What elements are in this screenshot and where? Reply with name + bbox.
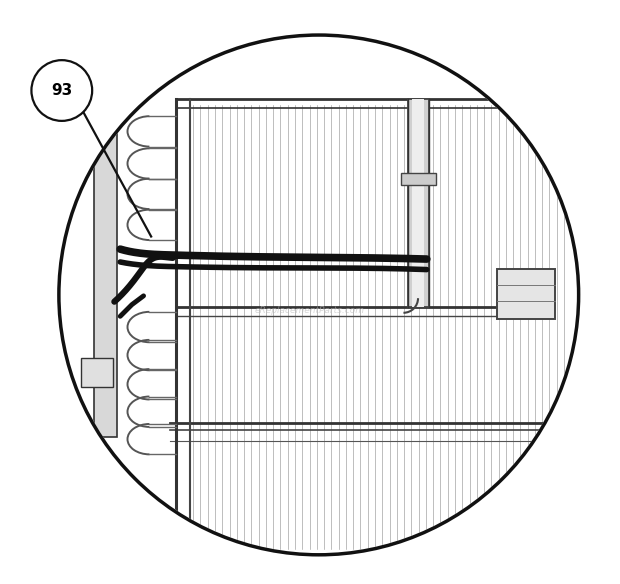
Circle shape xyxy=(32,60,92,121)
Bar xyxy=(412,99,424,307)
Text: 93: 93 xyxy=(51,83,73,98)
Circle shape xyxy=(59,35,578,555)
Bar xyxy=(401,173,436,186)
Bar xyxy=(81,359,113,387)
Text: eReplacementParts.com: eReplacementParts.com xyxy=(255,306,365,315)
Bar xyxy=(94,99,117,437)
Bar xyxy=(497,269,556,319)
Bar xyxy=(407,99,428,307)
